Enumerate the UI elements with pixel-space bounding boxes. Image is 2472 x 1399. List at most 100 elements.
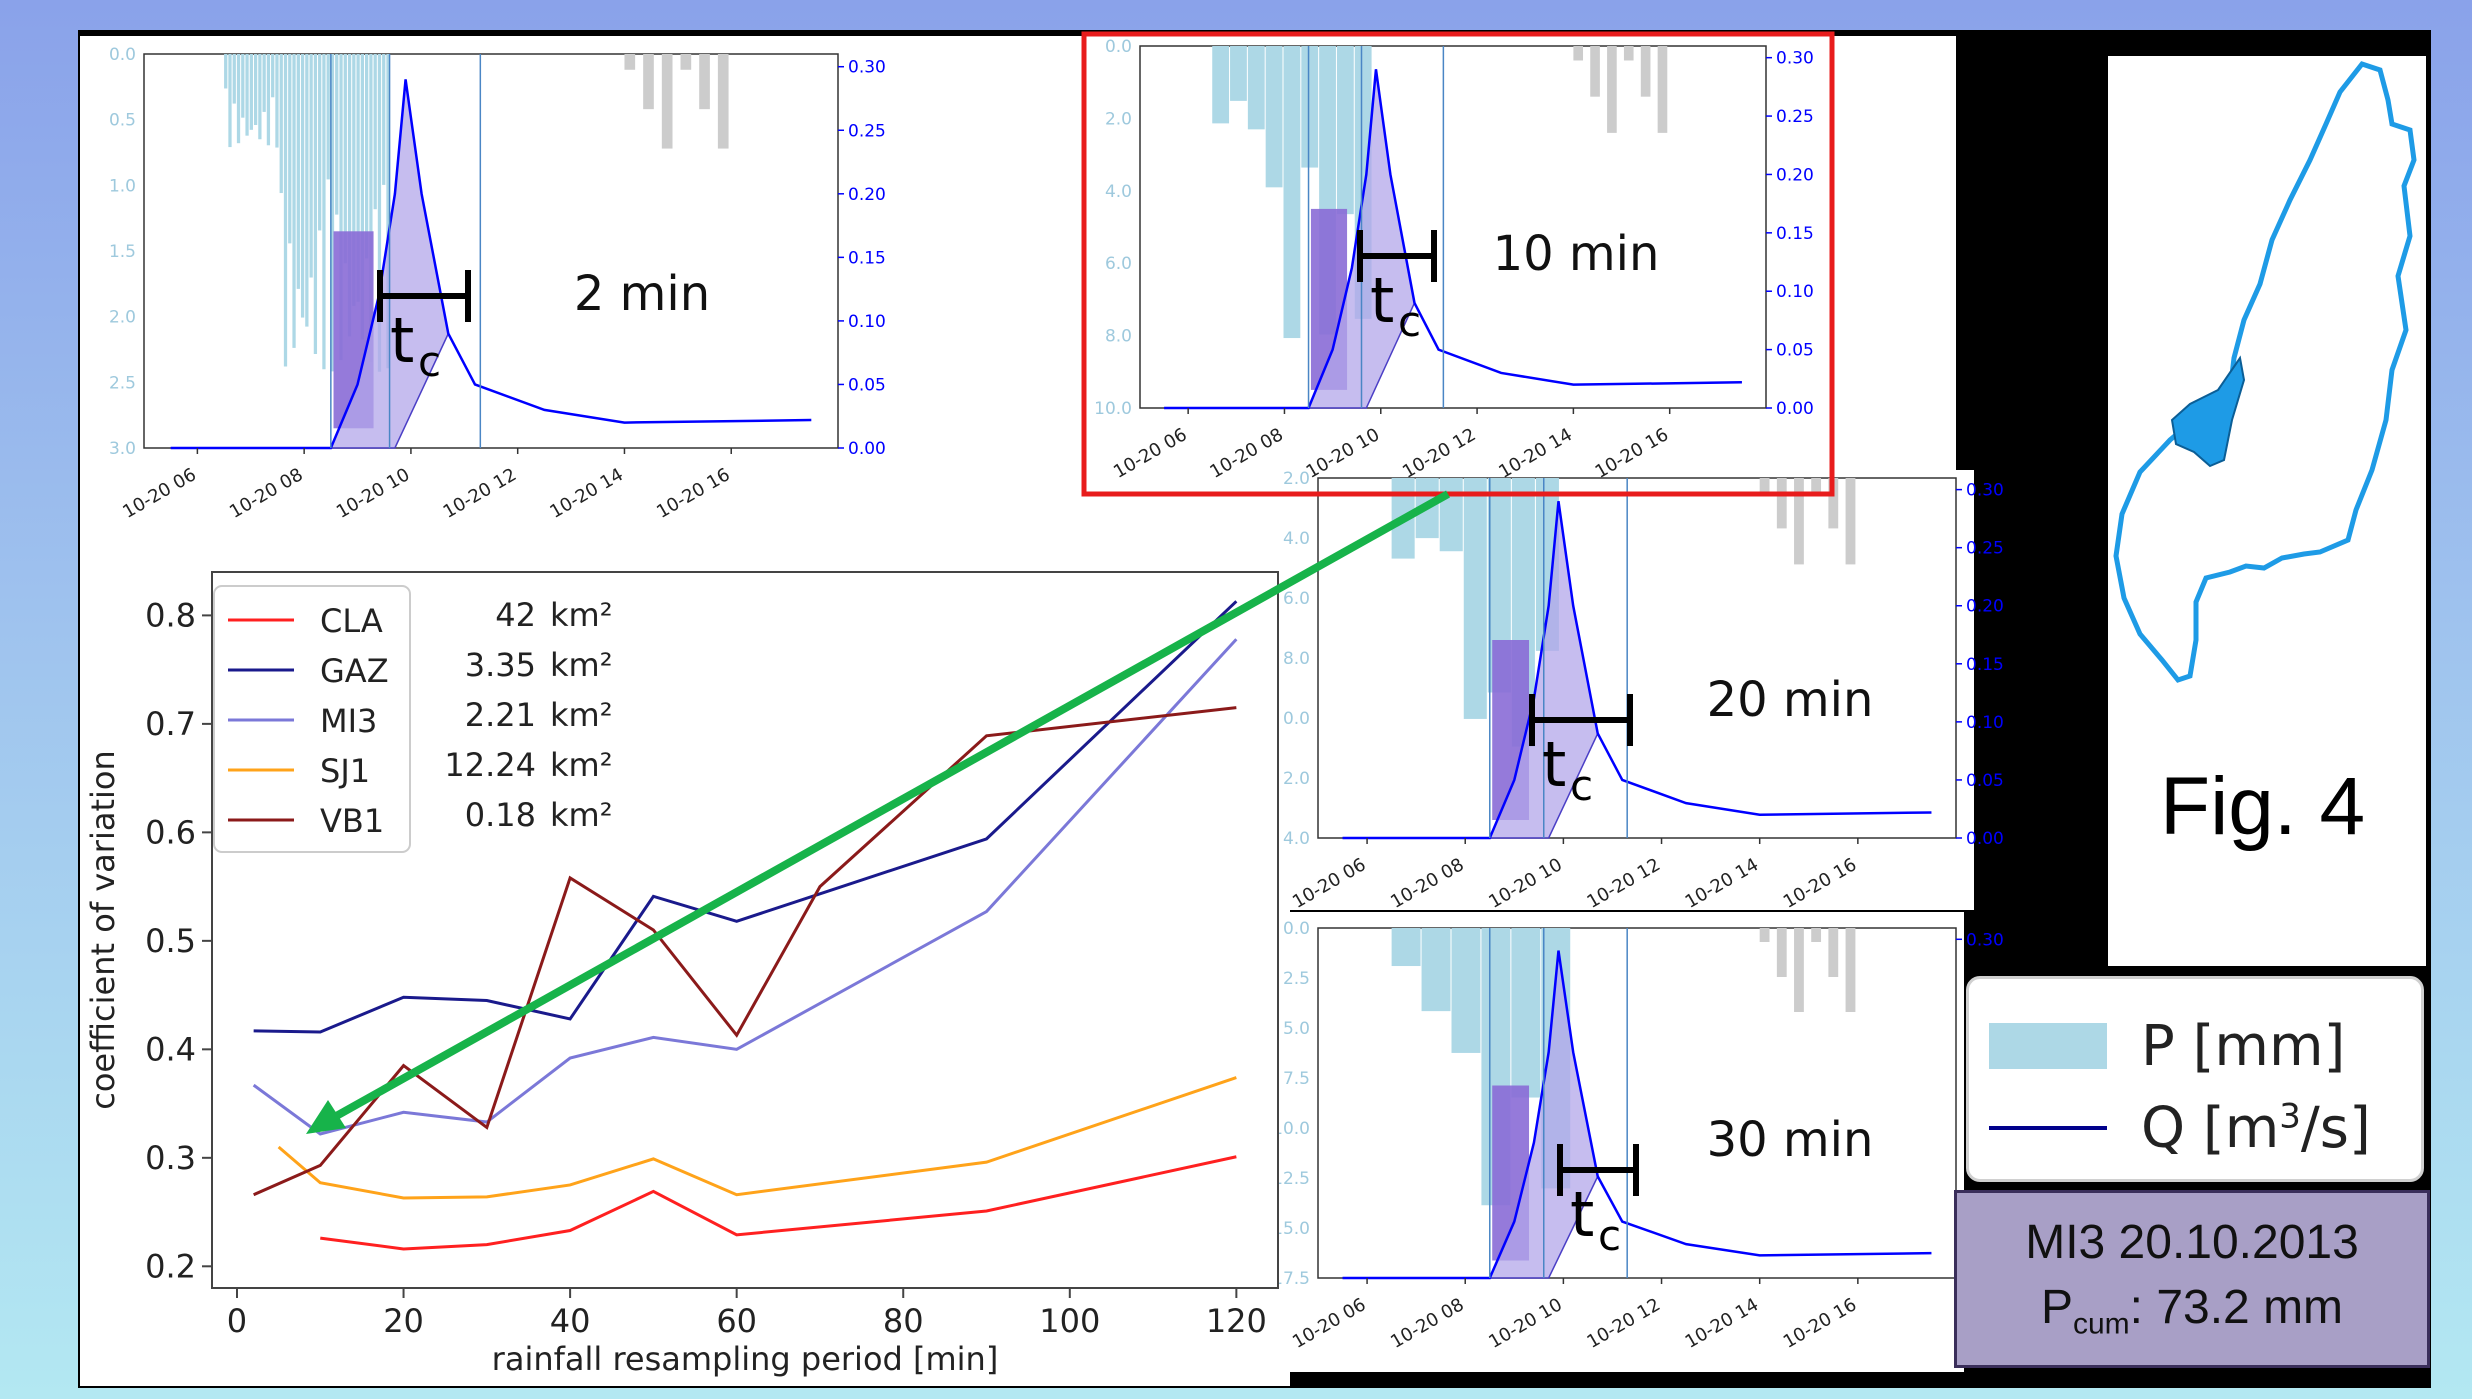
precip-bar	[343, 54, 347, 264]
hydrograph-10min: 0.0 2.0 4.0 6.0 8.0 10.0 0.00 0.05 0.10 0.15 0.20 0…	[1094, 37, 1814, 483]
precip-bar	[335, 54, 339, 215]
x-tick-label: 60	[716, 1302, 757, 1340]
resampling-label: 20 min	[1707, 672, 1874, 728]
y-left-tick-label: 4.0	[1283, 529, 1310, 549]
y-left-tick-label: 10.0	[1272, 1119, 1310, 1139]
precip-bar	[288, 54, 292, 244]
legend-unit-sj1: km²	[550, 746, 613, 784]
caption-p: P	[2040, 1281, 2073, 1334]
tc-label-sub: c	[1598, 1211, 1621, 1260]
discharge-swatch	[1989, 1126, 2107, 1130]
precip-bar	[258, 54, 262, 140]
y-left-tick-label: 6.0	[1283, 589, 1310, 609]
y-right-tick-label: 0.05	[1776, 341, 1814, 361]
series-line-mi3	[252, 638, 1238, 1136]
x-tick-label: 10-20 08	[1387, 1294, 1468, 1353]
x-tick-label: 10-20 12	[440, 464, 521, 523]
precip-bar	[253, 54, 258, 126]
y-left-tick-label: 0.0	[1283, 709, 1310, 729]
y-right-tick-label: 0.10	[1966, 713, 2004, 733]
x-tick-label: 10-20 08	[226, 464, 307, 523]
y-left-tick-label: 4.0	[1105, 182, 1132, 202]
series-line-sj1	[277, 1076, 1237, 1200]
y-tick-label: 0.7	[145, 705, 196, 743]
precip-bar	[271, 54, 275, 98]
precip-bar-late	[1776, 928, 1787, 977]
legend-name-mi3: MI3	[320, 702, 377, 740]
y-right-tick-label: 0.05	[1966, 771, 2004, 791]
y-right-tick-label: 0.30	[1966, 481, 2004, 501]
precip-bar	[262, 54, 266, 112]
discharge-label-a: Q [m	[2141, 1095, 2280, 1161]
precip-bar	[1451, 928, 1481, 1053]
arrow-head	[306, 1100, 346, 1134]
y-right-tick-label: 0.10	[1776, 282, 1814, 302]
precip-bar	[1283, 46, 1301, 339]
precip-bar-late	[717, 54, 729, 149]
caption-event: MI3 20.10.2013	[2025, 1216, 2359, 1269]
y-right-tick-label: 0.20	[1776, 165, 1814, 185]
y-left-tick-label: 4.0	[1283, 829, 1310, 849]
legend-name-vb1: VB1	[320, 802, 384, 840]
tc-label-sub: c	[1398, 297, 1421, 346]
y-left-tick-label: 2.5	[109, 373, 136, 393]
precip-bar-late	[1828, 928, 1839, 977]
precip-bar	[224, 54, 228, 89]
legend-name-cla: CLA	[320, 602, 383, 640]
map-panel-bg	[2108, 56, 2426, 966]
precip-bar	[382, 54, 386, 185]
x-tick-label: 10-20 12	[1583, 854, 1664, 913]
y-left-tick-label: 8.0	[1283, 649, 1310, 669]
y-left-tick-label: 7.5	[1283, 1069, 1310, 1089]
precip-bar-late	[1759, 928, 1770, 942]
x-tick-label: 10-20 14	[1682, 854, 1763, 913]
legend-area-vb1: 0.18	[465, 796, 536, 834]
y-right-tick-label: 0.05	[848, 375, 886, 395]
series-line-cla	[320, 1155, 1237, 1251]
precip-bar	[377, 54, 382, 372]
y-tick-label: 0.3	[145, 1139, 196, 1177]
y-right-tick-label: 0.00	[1966, 829, 2004, 849]
subcatchment-mi3	[2170, 355, 2246, 468]
y-right-tick-label: 0.15	[1776, 224, 1814, 244]
discharge-line	[1342, 950, 1932, 1280]
precip-bar-late	[1845, 478, 1856, 565]
precip-bar-late	[661, 54, 673, 149]
y-tick-label: 0.4	[145, 1030, 196, 1068]
y-left-tick-label: 2.0	[1283, 469, 1310, 489]
y-left-tick-label: 0.0	[109, 45, 136, 65]
y-right-tick-label: 0.20	[848, 185, 886, 205]
x-tick-label: 80	[883, 1302, 924, 1340]
precip-bar-late	[1759, 478, 1770, 493]
x-tick-label: 40	[550, 1302, 591, 1340]
y-left-tick-label: 1.5	[109, 242, 136, 262]
x-tick-label: 10-20 06	[1110, 424, 1191, 483]
y-right-tick-label: 0.15	[848, 248, 886, 268]
precip-bar	[1421, 928, 1451, 1012]
highlight-box-10min	[1081, 31, 1835, 497]
discharge-label: Q [m3/s]	[2141, 1096, 2371, 1161]
series-line-vb1	[253, 706, 1237, 1197]
legend-unit-vb1: km²	[550, 796, 613, 834]
x-tick-label: 10-20 14	[1495, 424, 1576, 483]
discharge-label-sup: 3	[2279, 1095, 2301, 1136]
y-tick-label: 0.8	[145, 596, 196, 634]
precip-bar-late	[1794, 478, 1804, 565]
catchment-map	[2113, 61, 2417, 683]
caption-p-sub: cum	[2072, 1307, 2130, 1341]
legend-area-mi3: 2.21	[465, 696, 536, 734]
legend-name-sj1: SJ1	[320, 752, 370, 790]
pq-legend: P [mm] Q [m3/s]	[1966, 976, 2424, 1182]
tc-label: t	[1370, 264, 1394, 337]
precip-bar	[1301, 46, 1319, 168]
precip-bar	[296, 54, 300, 289]
precip-bar-late	[1590, 46, 1600, 97]
precip-bar	[232, 54, 236, 104]
tc-label: t	[1542, 728, 1566, 801]
y-left-tick-label: 3.0	[109, 439, 136, 459]
tc-label-sub: c	[1570, 761, 1593, 810]
precip-bar	[279, 54, 283, 194]
x-tick-label: 10-20 10	[1485, 854, 1566, 913]
precip-bar	[283, 54, 288, 367]
